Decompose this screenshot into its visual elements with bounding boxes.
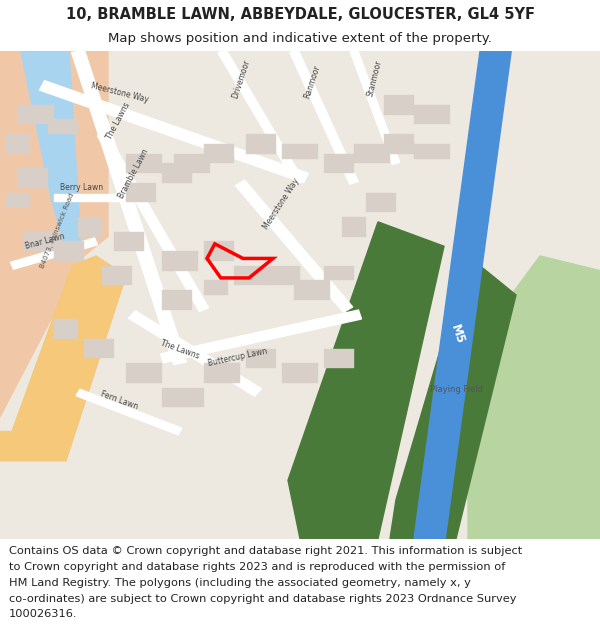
Bar [324, 266, 354, 281]
Text: co-ordinates) are subject to Crown copyright and database rights 2023 Ordnance S: co-ordinates) are subject to Crown copyr… [9, 594, 517, 604]
Polygon shape [40, 81, 308, 182]
Text: Bnar Lawn: Bnar Lawn [24, 231, 65, 251]
Text: Playing Field: Playing Field [430, 386, 482, 394]
Polygon shape [128, 311, 262, 396]
Text: The Lawns: The Lawns [105, 101, 132, 141]
Bar [234, 266, 270, 285]
Bar [162, 251, 198, 271]
Text: to Crown copyright and database rights 2023 and is reproduced with the permissio: to Crown copyright and database rights 2… [9, 562, 505, 572]
Polygon shape [350, 51, 400, 164]
Bar [384, 134, 414, 154]
Polygon shape [54, 194, 150, 201]
Text: M5: M5 [448, 322, 466, 346]
Bar [366, 192, 396, 212]
Text: Drivemoor: Drivemoor [231, 58, 252, 99]
Polygon shape [0, 51, 108, 417]
Bar [204, 363, 240, 382]
Text: Meerstone Way: Meerstone Way [90, 81, 149, 104]
Bar [6, 134, 30, 154]
Bar [54, 241, 84, 261]
Text: The Lawns: The Lawns [159, 338, 200, 361]
Bar [324, 154, 354, 173]
Text: 10, BRAMBLE LAWN, ABBEYDALE, GLOUCESTER, GL4 5YF: 10, BRAMBLE LAWN, ABBEYDALE, GLOUCESTER,… [65, 7, 535, 22]
Bar [162, 290, 192, 309]
Bar [354, 144, 390, 163]
Text: Fern Lawn: Fern Lawn [99, 390, 139, 411]
Text: Buttercup Lawn: Buttercup Lawn [207, 346, 268, 368]
Polygon shape [21, 51, 81, 251]
Polygon shape [71, 50, 187, 364]
Text: Stanmoor: Stanmoor [366, 59, 384, 97]
Polygon shape [76, 389, 182, 435]
Bar [24, 232, 60, 251]
Bar [126, 154, 162, 173]
Bar [102, 266, 132, 285]
Bar [324, 349, 354, 368]
Bar [126, 363, 162, 382]
Bar [162, 163, 192, 183]
Bar [204, 241, 234, 261]
Bar [270, 266, 300, 285]
Polygon shape [288, 222, 444, 539]
Bar [414, 105, 450, 124]
Text: Berry Lawn: Berry Lawn [60, 183, 103, 192]
Bar [204, 281, 228, 295]
Bar [114, 232, 144, 251]
Text: Map shows position and indicative extent of the property.: Map shows position and indicative extent… [108, 32, 492, 45]
Polygon shape [235, 180, 353, 312]
Bar [342, 217, 366, 236]
Bar [174, 154, 210, 173]
Bar [384, 95, 414, 114]
Bar [18, 105, 54, 124]
Text: Meerstone Way: Meerstone Way [261, 177, 301, 231]
Text: Contains OS data © Crown copyright and database right 2021. This information is : Contains OS data © Crown copyright and d… [9, 546, 522, 556]
Bar [246, 134, 276, 154]
Bar [6, 192, 30, 208]
Bar [282, 144, 318, 159]
Bar [294, 281, 330, 300]
Polygon shape [97, 132, 209, 311]
Bar [414, 144, 450, 159]
Polygon shape [414, 51, 511, 539]
Polygon shape [290, 50, 358, 184]
Bar [48, 119, 78, 134]
Bar [162, 388, 204, 407]
Text: B4073, Painswick Road: B4073, Painswick Road [39, 192, 75, 269]
Polygon shape [390, 256, 516, 539]
Bar [246, 349, 276, 368]
Text: Ranmoor: Ranmoor [303, 64, 322, 99]
Text: HM Land Registry. The polygons (including the associated geometry, namely x, y: HM Land Registry. The polygons (includin… [9, 578, 471, 587]
Polygon shape [10, 238, 98, 269]
Bar [78, 217, 102, 236]
Text: Bramble Lawn: Bramble Lawn [117, 147, 151, 199]
Text: 100026316.: 100026316. [9, 609, 77, 619]
Polygon shape [0, 256, 126, 461]
Bar [126, 183, 156, 203]
Bar [54, 319, 78, 339]
Bar [18, 168, 48, 187]
Bar [204, 144, 234, 163]
Bar [84, 339, 114, 358]
Polygon shape [468, 256, 600, 539]
Polygon shape [218, 49, 304, 184]
Polygon shape [161, 310, 361, 363]
Bar [282, 363, 318, 382]
